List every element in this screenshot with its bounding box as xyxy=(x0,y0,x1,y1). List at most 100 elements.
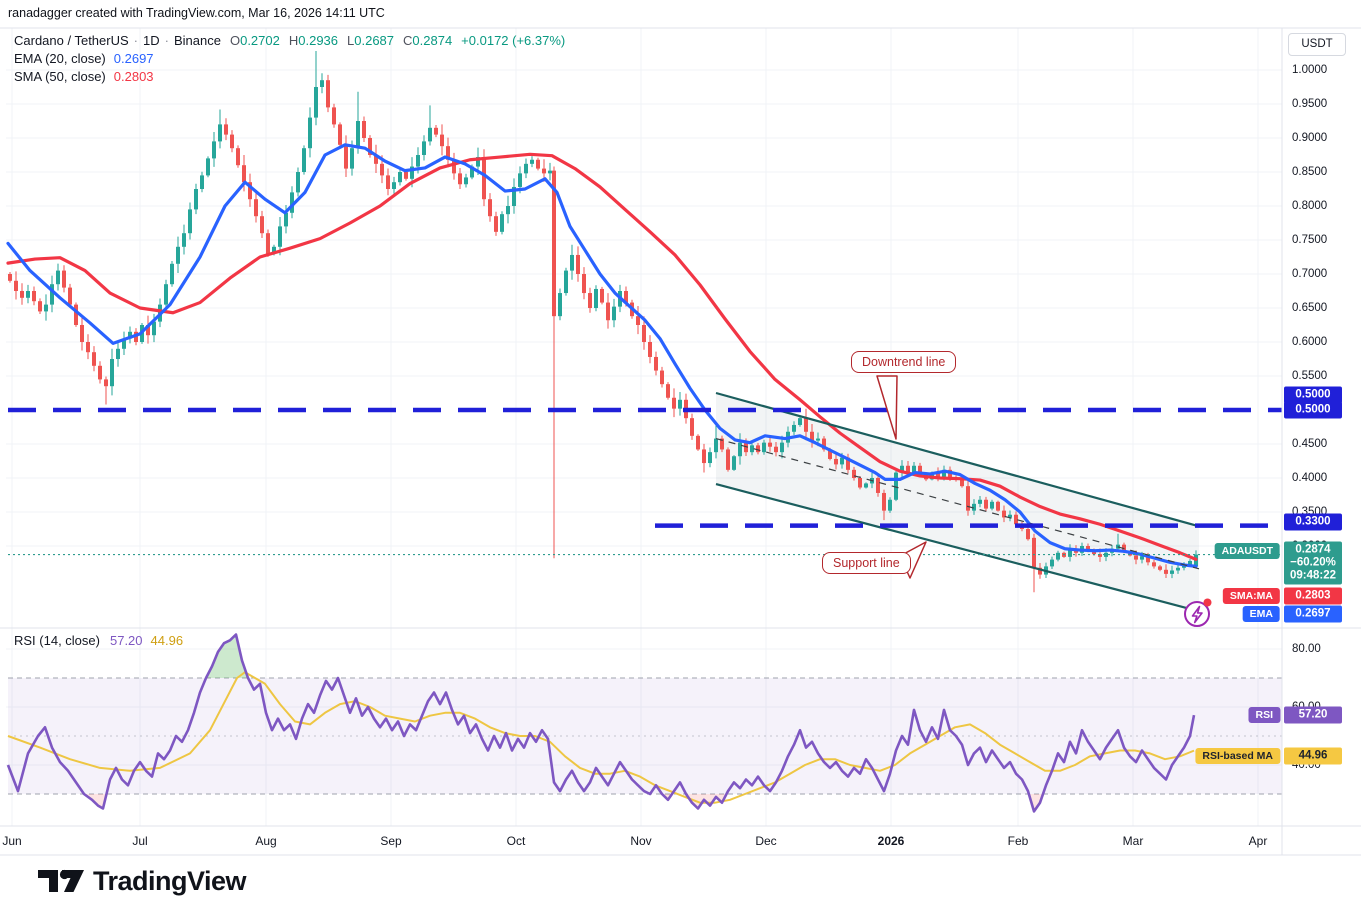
candle-body xyxy=(624,291,628,303)
candle-body xyxy=(792,424,796,432)
candle-body xyxy=(756,445,760,453)
currency-toggle-button[interactable]: USDT xyxy=(1288,33,1346,56)
candle-body xyxy=(206,158,210,176)
downtrend-line-callout[interactable]: Downtrend line xyxy=(851,351,957,373)
candle-body xyxy=(350,148,354,169)
candle-body xyxy=(212,141,216,159)
candle-body xyxy=(80,325,84,342)
candle-body xyxy=(20,291,24,298)
rsi-ma-line[interactable] xyxy=(7,671,1195,804)
candle-body xyxy=(582,274,586,294)
downtrend-line[interactable] xyxy=(715,391,1200,528)
rsi-line[interactable] xyxy=(6,633,1196,813)
candle-body xyxy=(1026,529,1030,540)
candle-body xyxy=(398,172,402,183)
candle-body xyxy=(774,446,778,453)
candle-body xyxy=(648,342,652,357)
candle-body xyxy=(996,501,1000,511)
candle-body xyxy=(422,141,426,155)
candle-body xyxy=(290,192,294,213)
candle-body xyxy=(750,445,754,453)
candle-body xyxy=(470,166,474,178)
candle-body xyxy=(146,325,150,336)
candle-body xyxy=(110,359,114,387)
candle-body xyxy=(32,291,36,302)
candle-body xyxy=(966,486,970,511)
candle-body xyxy=(326,80,330,108)
candle-body xyxy=(810,431,814,441)
candle-body xyxy=(894,472,898,500)
support-line-callout[interactable]: Support line xyxy=(822,552,911,574)
candle-body xyxy=(362,121,366,138)
candle-body xyxy=(188,209,192,234)
candle-body xyxy=(410,166,414,179)
candle-body xyxy=(816,438,820,441)
sma50-line[interactable] xyxy=(6,152,1198,561)
candle-body xyxy=(314,87,318,118)
candle-body xyxy=(296,172,300,193)
candle-body xyxy=(846,457,850,470)
candle-body xyxy=(552,170,556,317)
candle-body xyxy=(248,182,252,200)
channel-fill xyxy=(716,393,1199,612)
candle-body xyxy=(678,399,682,409)
candle-body xyxy=(660,370,664,385)
candle-body xyxy=(636,316,640,325)
candle-body xyxy=(798,418,802,425)
candle-body xyxy=(356,121,360,149)
tradingview-logo-icon xyxy=(38,869,84,892)
candle-body xyxy=(936,472,940,477)
candle-body xyxy=(1008,514,1012,518)
candle-body xyxy=(236,148,240,166)
candle-body xyxy=(542,168,546,174)
candle-body xyxy=(434,127,438,135)
candle-body xyxy=(62,270,66,288)
candle-body xyxy=(446,146,450,160)
candle-body xyxy=(834,458,838,465)
candle-body xyxy=(804,418,808,432)
candle-body xyxy=(900,465,904,473)
candle-body xyxy=(744,442,748,453)
candle-body xyxy=(518,173,522,187)
tradingview-logo[interactable]: TradingView xyxy=(36,864,247,898)
candle-body xyxy=(44,304,48,312)
candle-body xyxy=(1176,567,1180,571)
candle-body xyxy=(732,456,736,470)
flash-ideas-button[interactable] xyxy=(1181,595,1215,636)
candle-body xyxy=(368,138,372,155)
candle-body xyxy=(68,287,72,305)
support-line[interactable] xyxy=(715,483,1200,613)
candle-body xyxy=(984,499,988,509)
channel-median-line[interactable] xyxy=(715,437,1200,570)
candle-body xyxy=(570,254,574,271)
candle-body xyxy=(696,435,700,450)
candle-body xyxy=(104,379,108,387)
candle-body xyxy=(1152,562,1156,567)
candle-body xyxy=(38,301,42,312)
candle-body xyxy=(714,438,718,453)
candle-body xyxy=(594,288,598,308)
candle-body xyxy=(392,182,396,189)
candle-body xyxy=(152,321,156,336)
candle-body xyxy=(506,206,510,215)
candle-body xyxy=(200,175,204,189)
candle-body xyxy=(1188,560,1192,566)
candle-body xyxy=(116,348,120,359)
candle-body xyxy=(1158,566,1162,570)
candle-body xyxy=(1050,559,1054,567)
candle-body xyxy=(524,163,528,174)
candle-body xyxy=(14,280,18,291)
candle-body xyxy=(548,170,552,174)
lightning-icon xyxy=(1184,598,1212,627)
candle-body xyxy=(1104,552,1108,557)
candle-body xyxy=(266,233,270,254)
candle-body xyxy=(918,465,922,475)
candle-body xyxy=(428,127,432,142)
candle-body xyxy=(56,270,60,285)
candle-body xyxy=(942,469,946,477)
candle-body xyxy=(176,246,180,264)
candle-body xyxy=(458,173,462,185)
candle-body xyxy=(828,449,832,459)
